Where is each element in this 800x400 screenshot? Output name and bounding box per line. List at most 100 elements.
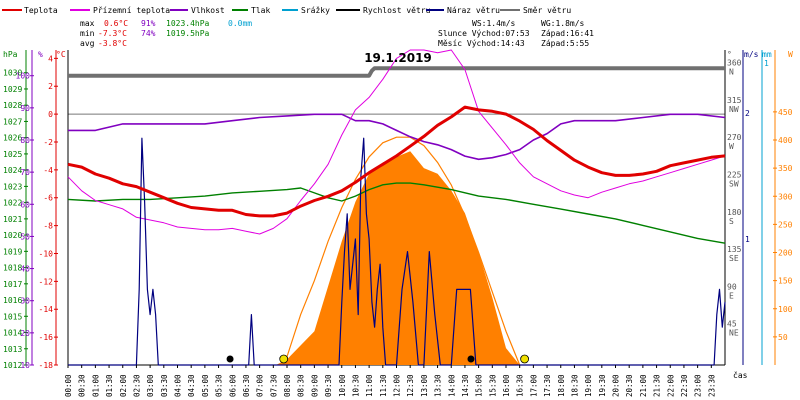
time-tick-label: 11:30	[379, 374, 388, 397]
legend-label-naraz-vetru: Náraz větru	[447, 6, 500, 15]
hpa-tick-label: 1020	[3, 231, 22, 240]
stats-min-press: 1019.5hPa	[166, 29, 210, 38]
series-line-naraz-vetru	[68, 137, 726, 366]
hpa-tick-label: 1024	[3, 166, 22, 175]
time-tick-label: 23:00	[694, 374, 703, 397]
w-tick-label: 450	[778, 108, 793, 117]
chart-title: 19.1.2019	[364, 51, 432, 65]
hpa-tick-label: 1030	[3, 69, 22, 78]
pct-tick-label: 10	[20, 361, 30, 370]
legend-label-smer-vetru: Směr větru	[523, 6, 571, 15]
axis-unit-ms: m/s	[744, 50, 759, 59]
hpa-tick-label: 1027	[3, 117, 22, 126]
temp-tick-label: 0	[48, 110, 53, 119]
time-tick-label: 07:30	[269, 374, 278, 397]
temp-tick-label: 2	[48, 82, 53, 91]
series-solar-area	[68, 151, 725, 365]
temp-tick-label: -12	[39, 277, 54, 286]
axis-unit-hpa: hPa	[3, 50, 18, 59]
time-tick-label: 05:30	[215, 374, 224, 397]
legend-label-srazky: Srážky	[301, 6, 330, 15]
axis-unit-degree: °	[727, 50, 732, 59]
w-tick-label: 100	[778, 305, 793, 314]
w-tick-label: 400	[778, 136, 793, 145]
series-solar-max-line	[283, 136, 521, 366]
legend-label-teplota: Teplota	[24, 6, 58, 15]
time-tick-label: 22:00	[666, 374, 675, 397]
time-tick-label: 19:00	[584, 374, 593, 397]
dir-tick-label: 135	[727, 245, 742, 254]
time-tick-label: 01:30	[105, 374, 114, 397]
dir-name-label: S	[729, 217, 734, 226]
dir-tick-label: 315	[727, 96, 742, 105]
axes-layer: 1030102910281027102610251024102310221021…	[3, 54, 793, 397]
axis-unit-percent: %	[38, 50, 43, 59]
info-moonrise: Měsíc Východ:14:43	[438, 39, 525, 48]
time-tick-label: 10:00	[338, 374, 347, 397]
stats-min-temp: -7.3°C	[98, 29, 127, 38]
ms-tick-label: 2	[745, 109, 750, 118]
dir-tick-label: 90	[727, 282, 737, 291]
stats: max 0.6°C 91% 1023.4hPa 0.0mm min -7.3°C…	[80, 19, 252, 48]
hpa-tick-label: 1026	[3, 134, 22, 143]
time-tick-label: 10:30	[351, 374, 360, 397]
time-tick-label: 00:00	[64, 374, 73, 397]
dir-name-label: N	[729, 68, 734, 77]
mm-tick-label: 1	[764, 59, 769, 68]
time-tick-label: 00:30	[78, 374, 87, 397]
hpa-tick-label: 1018	[3, 264, 22, 273]
stats-max-temp: 0.6°C	[104, 19, 128, 28]
axis-unit-mm: mm	[762, 50, 772, 59]
temp-tick-label: -8	[43, 222, 53, 231]
info-wind-speed: WS:1.4m/s	[472, 19, 516, 28]
time-tick-label: 14:00	[447, 374, 456, 397]
legend-label-rychlost-vetru: Rychlost větru	[363, 6, 431, 15]
pct-tick-label: 40	[20, 265, 30, 274]
axis-unit-celsius: °C	[56, 50, 66, 59]
hpa-tick-label: 1019	[3, 247, 22, 256]
time-tick-label: 01:00	[91, 374, 100, 397]
marker-mesic-zapad	[226, 355, 234, 363]
legend: Teplota Přízemní teplota Vlhkost Tlak Sr…	[2, 6, 571, 15]
stats-max-label: max	[80, 19, 95, 28]
hpa-tick-label: 1015	[3, 312, 22, 321]
time-tick-label: 03:30	[160, 374, 169, 397]
legend-label-tlak: Tlak	[251, 6, 270, 15]
dir-tick-label: 225	[727, 170, 742, 179]
marker-slunce-zapad	[520, 354, 530, 364]
time-tick-label: 03:00	[146, 374, 155, 397]
stats-max-press: 1023.4hPa	[166, 19, 210, 28]
dir-name-label: W	[729, 142, 734, 151]
time-tick-label: 06:30	[242, 374, 251, 397]
grid	[25, 50, 776, 366]
pct-tick-label: 50	[20, 232, 30, 241]
time-tick-label: 09:00	[310, 374, 319, 397]
temp-tick-label: -14	[39, 305, 54, 314]
series-line-smer-vetru	[68, 66, 725, 78]
time-tick-label: 04:00	[174, 374, 183, 397]
temp-tick-label: -10	[39, 249, 54, 258]
series-line-vlhkost	[68, 113, 726, 161]
info-sunset: Západ:16:41	[541, 29, 594, 38]
hpa-tick-label: 1023	[3, 182, 22, 191]
dir-tick-label: 180	[727, 208, 742, 217]
info-sunrise: Slunce Východ:07:53	[438, 29, 530, 38]
w-tick-label: 350	[778, 164, 793, 173]
dir-tick-label: 45	[727, 320, 737, 329]
dir-name-label: SE	[729, 254, 739, 263]
info-moonset: Západ:5:55	[541, 39, 589, 48]
w-tick-label: 50	[778, 333, 788, 342]
time-tick-label: 17:30	[543, 374, 552, 397]
time-tick-label: 16:00	[502, 374, 511, 397]
legend-label-prizemni-teplota: Přízemní teplota	[93, 6, 170, 15]
w-tick-label: 250	[778, 220, 793, 229]
time-tick-label: 19:30	[598, 374, 607, 397]
time-tick-label: 14:30	[461, 374, 470, 397]
time-tick-label: 09:30	[324, 374, 333, 397]
temp-tick-label: 4	[48, 54, 53, 63]
w-tick-label: 150	[778, 277, 793, 286]
time-tick-label: 04:30	[187, 374, 196, 397]
hpa-tick-label: 1016	[3, 296, 22, 305]
time-tick-label: 17:00	[529, 374, 538, 397]
pct-tick-label: 90	[20, 104, 30, 113]
